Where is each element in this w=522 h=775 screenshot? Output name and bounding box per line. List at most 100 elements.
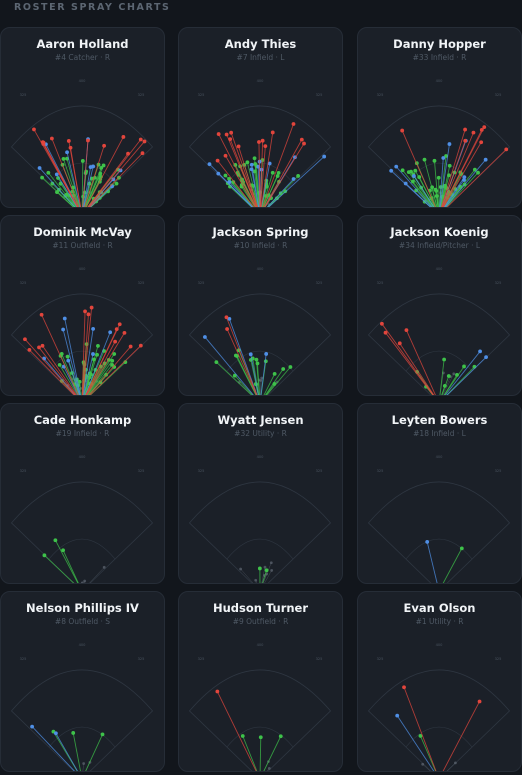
batted-ball-ground-ball [436, 175, 441, 207]
batted-ball-fly-ball [27, 347, 75, 395]
batted-ball-ground-ball [87, 358, 115, 395]
distance-label-left: 325 [198, 281, 205, 285]
batted-ball-fly-ball [257, 140, 261, 207]
batted-ball-popup [261, 565, 267, 583]
infield-arc [48, 162, 116, 184]
player-card-aaron-holland[interactable]: Aaron Holland #4 Catcher · R 325 400 325 [0, 27, 165, 208]
player-card-andy-thies[interactable]: Andy Thies #7 Infield · L 325 400 325 [178, 27, 343, 208]
player-meta: #33 Infield · R [412, 53, 467, 62]
batted-ball-popup [254, 578, 258, 583]
player-meta: #19 Infield · R [55, 429, 110, 438]
batted-ball-popup [436, 207, 439, 208]
distance-label-center: 400 [79, 267, 87, 271]
player-card-evan-olson[interactable]: Evan Olson #1 Utility · R 325 400 325 [357, 591, 522, 772]
batted-ball-ground-ball [262, 568, 269, 583]
distance-label-right: 325 [138, 281, 145, 285]
player-name: Jackson Spring [212, 225, 309, 239]
batted-ball-ground-ball [434, 194, 439, 207]
batted-ball-ground-ball [266, 365, 293, 395]
batted-ball-ground-ball [406, 170, 434, 207]
batted-ball-ground-ball [61, 548, 79, 583]
batted-ball-fly-ball [260, 144, 268, 207]
batted-ball-fly-ball [66, 139, 82, 207]
batted-ball-ground-ball [263, 371, 277, 395]
batted-ball-line-drive [248, 352, 259, 395]
distance-label-center: 400 [79, 79, 87, 83]
batted-ball-popup [264, 569, 274, 583]
player-name: Jackson Koenig [390, 225, 489, 239]
batted-ball-popup [83, 579, 87, 583]
distance-label-left: 325 [377, 281, 384, 285]
player-card-jackson-spring[interactable]: Jackson Spring #10 Infield · R 325 400 325 [178, 215, 343, 396]
player-card-dominik-mcvay[interactable]: Dominik McVay #11 Outfield · R 325 400 325 [0, 215, 165, 396]
distance-label-left: 325 [198, 93, 205, 97]
batted-ball-popup [442, 372, 456, 395]
batted-ball-fly-ball [225, 327, 257, 395]
batted-ball-line-drive [439, 142, 452, 207]
batted-ball-fly-ball [441, 130, 476, 207]
spray-chart: 325 400 325 [10, 455, 154, 583]
batted-ball-ground-ball [443, 364, 466, 395]
distance-label-right: 325 [495, 469, 502, 473]
player-name: Evan Olson [403, 601, 476, 615]
batted-ball-line-drive [444, 178, 466, 207]
distance-label-left: 325 [377, 469, 384, 473]
batted-ball-fly-ball [260, 130, 275, 207]
batted-ball-fly-ball [264, 141, 306, 207]
infield-arc [405, 538, 473, 560]
spray-chart: 325 400 325 [188, 643, 332, 771]
batted-ball-line-drive [62, 316, 81, 395]
batted-ball-line-drive [444, 349, 482, 395]
player-card-danny-hopper[interactable]: Danny Hopper #33 Infield · R 325 400 325 [357, 27, 522, 208]
batted-ball-fly-ball [442, 699, 482, 771]
player-card-wyatt-jensen[interactable]: Wyatt Jensen #32 Utility · R 325 400 325 [178, 403, 343, 584]
distance-label-right: 325 [138, 469, 145, 473]
batted-ball-fly-ball [223, 153, 256, 207]
batted-ball-line-drive [65, 150, 81, 207]
distance-label-right: 325 [316, 469, 323, 473]
distance-label-left: 325 [20, 469, 27, 473]
outfield-wall [188, 293, 332, 395]
outfield-wall [188, 669, 332, 771]
batted-ball-line-drive [445, 157, 488, 207]
batted-ball-popup [82, 762, 86, 771]
batted-ball-ground-ball [263, 734, 283, 771]
batted-ball-ground-ball [264, 367, 286, 395]
player-card-nelson-phillips-iv[interactable]: Nelson Phillips IV #8 Outfield · S 325 40… [0, 591, 165, 772]
batted-ball-fly-ball [84, 143, 107, 207]
batted-ball-line-drive [260, 352, 269, 395]
distance-label-left: 325 [377, 657, 384, 661]
distance-label-right: 325 [495, 93, 502, 97]
player-card-hudson-turner[interactable]: Hudson Turner #9 Outfield · R 325 400 325 [178, 591, 343, 772]
player-meta: #9 Outfield · R [232, 617, 289, 626]
outfield-wall [10, 481, 154, 583]
player-name: Wyatt Jensen [217, 413, 304, 427]
batted-ball-fly-ball [215, 158, 255, 207]
player-card-leyten-bowers[interactable]: Leyten Bowers #18 Infield · L 325 400 325 [357, 403, 522, 584]
batted-ball-ground-ball [443, 373, 459, 395]
distance-label-right: 325 [316, 657, 323, 661]
spray-chart: 325 400 325 [188, 455, 332, 583]
batted-ball-fly-ball [442, 125, 487, 207]
distance-label-center: 400 [436, 643, 444, 647]
batted-ball-ground-ball [71, 731, 81, 771]
batted-ball-line-drive [82, 326, 96, 395]
distance-label-center: 400 [436, 79, 444, 83]
player-meta: #34 Infield/Pitcher · L [398, 241, 481, 250]
batted-ball-fly-ball [443, 140, 484, 207]
batted-ball-fly-ball [23, 337, 76, 395]
batted-ball-line-drive [37, 166, 76, 207]
player-card-jackson-koenig[interactable]: Jackson Koenig #34 Infield/Pitcher · L 3… [357, 215, 522, 396]
batted-ball-ground-ball [257, 566, 262, 583]
distance-label-left: 325 [20, 657, 27, 661]
batted-ball-line-drive [83, 164, 96, 207]
batted-ball-fly-ball [85, 339, 118, 395]
player-card-cade-honkamp[interactable]: Cade Honkamp #19 Infield · R 325 400 325 [0, 403, 165, 584]
outfield-wall [367, 105, 511, 207]
distance-label-right: 325 [316, 93, 323, 97]
spray-chart: 325 400 325 [367, 267, 511, 395]
section-title: ROSTER SPRAY CHARTS [14, 2, 171, 13]
batted-ball-fly-ball [262, 122, 296, 207]
batted-ball-ground-ball [252, 156, 260, 207]
player-meta: #11 Outfield · R [52, 241, 113, 250]
